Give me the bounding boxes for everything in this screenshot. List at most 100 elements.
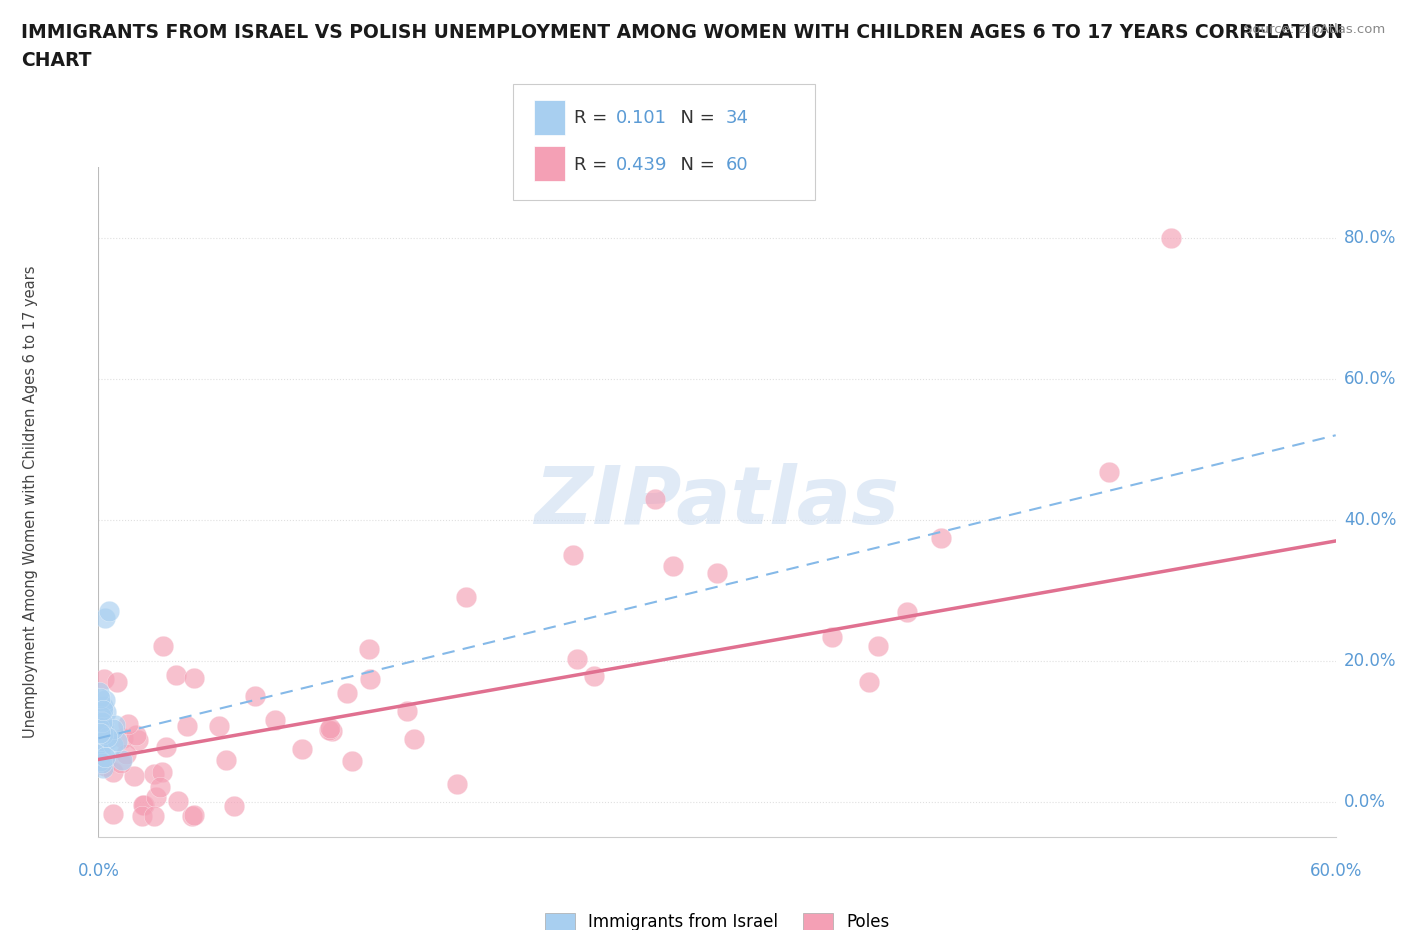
- Text: 20.0%: 20.0%: [1344, 652, 1396, 670]
- Point: [336, 685, 359, 700]
- Point: [91, 698, 114, 713]
- Point: [150, 764, 173, 779]
- Point: [152, 639, 174, 654]
- Point: [89, 720, 111, 735]
- Text: Unemployment Among Women with Children Ages 6 to 17 years: Unemployment Among Women with Children A…: [22, 266, 38, 738]
- Point: [91, 714, 114, 729]
- Point: [97, 604, 120, 618]
- Point: [101, 764, 124, 779]
- Text: 0.0%: 0.0%: [1344, 792, 1386, 811]
- Point: [340, 753, 363, 768]
- Point: [94, 750, 117, 764]
- Text: N =: N =: [669, 155, 721, 174]
- Point: [868, 638, 890, 653]
- Point: [93, 719, 115, 734]
- Point: [896, 604, 918, 619]
- Point: [127, 733, 149, 748]
- Point: [166, 793, 188, 808]
- Point: [90, 709, 112, 724]
- Point: [1097, 464, 1119, 479]
- Point: [318, 723, 340, 737]
- Text: R =: R =: [574, 155, 613, 174]
- Text: 60.0%: 60.0%: [1309, 862, 1362, 880]
- Text: 60: 60: [725, 155, 748, 174]
- Point: [929, 530, 952, 545]
- Point: [101, 807, 124, 822]
- Point: [94, 759, 117, 774]
- Text: 0.439: 0.439: [616, 155, 668, 174]
- Point: [96, 705, 118, 720]
- Point: [89, 754, 111, 769]
- Point: [103, 737, 125, 752]
- Point: [91, 737, 114, 751]
- Point: [180, 808, 202, 823]
- Point: [446, 777, 468, 791]
- Text: R =: R =: [574, 109, 613, 127]
- Point: [89, 690, 111, 705]
- Point: [93, 717, 115, 732]
- Point: [132, 798, 155, 813]
- Point: [208, 718, 231, 733]
- Point: [661, 559, 683, 574]
- Text: CHART: CHART: [21, 51, 91, 70]
- Point: [644, 491, 666, 506]
- Text: Source: ZipAtlas.com: Source: ZipAtlas.com: [1244, 23, 1385, 36]
- Point: [91, 720, 114, 735]
- Point: [222, 798, 245, 813]
- Point: [105, 674, 128, 689]
- Point: [243, 688, 266, 703]
- Point: [89, 684, 111, 699]
- Point: [132, 797, 155, 812]
- Text: ZIPatlas: ZIPatlas: [534, 463, 900, 541]
- Point: [321, 724, 343, 738]
- Point: [706, 565, 728, 580]
- Point: [291, 741, 314, 756]
- Point: [97, 730, 120, 745]
- Point: [89, 736, 111, 751]
- Text: 60.0%: 60.0%: [1344, 370, 1396, 388]
- Point: [176, 718, 198, 733]
- Text: 80.0%: 80.0%: [1344, 229, 1396, 246]
- Point: [91, 703, 114, 718]
- Text: IMMIGRANTS FROM ISRAEL VS POLISH UNEMPLOYMENT AMONG WOMEN WITH CHILDREN AGES 6 T: IMMIGRANTS FROM ISRAEL VS POLISH UNEMPLO…: [21, 23, 1343, 42]
- Point: [91, 760, 114, 775]
- Text: 0.101: 0.101: [616, 109, 666, 127]
- Point: [131, 808, 153, 823]
- Point: [105, 733, 128, 748]
- Point: [93, 611, 115, 626]
- Text: 34: 34: [725, 109, 748, 127]
- Point: [319, 721, 342, 736]
- Point: [396, 704, 419, 719]
- Point: [111, 731, 134, 746]
- Point: [110, 756, 132, 771]
- Point: [89, 714, 111, 729]
- Point: [104, 717, 127, 732]
- Point: [359, 671, 381, 686]
- Point: [89, 725, 111, 740]
- Point: [155, 739, 177, 754]
- Point: [143, 808, 166, 823]
- Point: [183, 671, 205, 685]
- Text: 0.0%: 0.0%: [77, 862, 120, 880]
- Point: [264, 712, 287, 727]
- Point: [125, 727, 148, 742]
- Point: [583, 669, 606, 684]
- Point: [165, 667, 187, 682]
- Point: [117, 717, 139, 732]
- Point: [89, 745, 111, 760]
- Point: [183, 808, 205, 823]
- Point: [89, 705, 111, 720]
- Point: [89, 727, 111, 742]
- Point: [858, 674, 880, 689]
- Text: 40.0%: 40.0%: [1344, 511, 1396, 529]
- Point: [91, 726, 114, 741]
- Text: N =: N =: [669, 109, 721, 127]
- Point: [103, 722, 125, 737]
- Point: [215, 752, 238, 767]
- Point: [97, 731, 120, 746]
- Point: [91, 755, 114, 770]
- Point: [91, 715, 114, 730]
- Point: [145, 790, 167, 804]
- Point: [94, 693, 117, 708]
- Legend: Immigrants from Israel, Poles: Immigrants from Israel, Poles: [540, 908, 894, 930]
